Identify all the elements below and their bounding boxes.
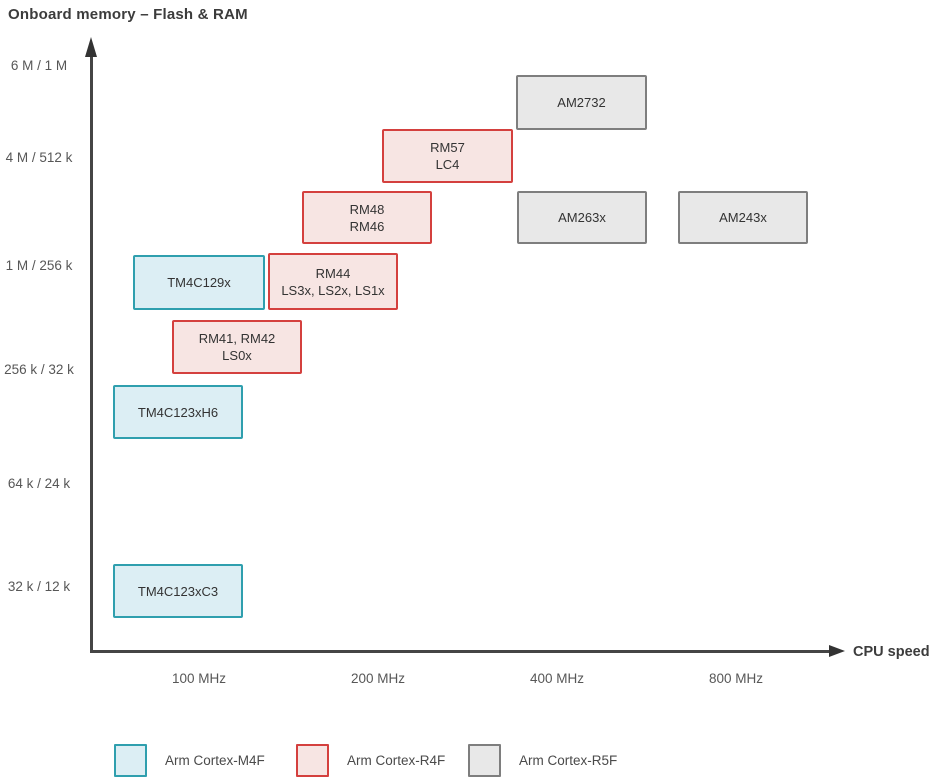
y-axis-line bbox=[90, 52, 93, 653]
legend-item: Arm Cortex-R4F bbox=[296, 744, 445, 777]
y-tick-label: 4 M / 512 k bbox=[5, 150, 73, 165]
device-box-label: LC4 bbox=[435, 157, 460, 172]
device-box-label: TM4C123xH6 bbox=[137, 404, 219, 420]
device-box: AM2732 bbox=[516, 75, 647, 130]
device-box-label: LS0x bbox=[222, 348, 252, 363]
y-tick-label: 1 M / 256 k bbox=[5, 258, 73, 273]
device-box: RM57 LC4 bbox=[382, 129, 513, 183]
device-box-label: TM4C123xC3 bbox=[137, 583, 219, 599]
x-tick-label: 100 MHz bbox=[171, 671, 227, 686]
device-box: AM243x bbox=[678, 191, 808, 244]
y-tick-label: 64 k / 24 k bbox=[7, 476, 71, 491]
device-box: RM41, RM42 LS0x bbox=[172, 320, 302, 374]
device-box: TM4C123xC3 bbox=[113, 564, 243, 618]
y-tick-label: 256 k / 32 k bbox=[4, 362, 74, 377]
device-box-label: RM46 bbox=[349, 218, 385, 234]
device-box-label: TM4C129x bbox=[167, 275, 231, 290]
x-axis-arrow-icon bbox=[829, 645, 845, 657]
legend-swatch bbox=[114, 744, 147, 777]
chart-title: Onboard memory – Flash & RAM bbox=[8, 6, 248, 23]
device-box-label: AM263x bbox=[558, 210, 606, 225]
legend-swatch bbox=[468, 744, 501, 777]
legend-item: Arm Cortex-R5F bbox=[468, 744, 617, 777]
device-box: AM263x bbox=[517, 191, 647, 244]
device-box: TM4C129x bbox=[133, 255, 265, 310]
x-tick-label: 200 MHz bbox=[350, 671, 406, 686]
y-tick-label: 6 M / 1 M bbox=[10, 58, 68, 73]
device-box-label: RM48 bbox=[349, 201, 385, 217]
x-axis-line bbox=[90, 650, 830, 653]
legend-label: Arm Cortex-R4F bbox=[347, 753, 446, 768]
x-tick-label: 800 MHz bbox=[708, 671, 764, 686]
x-tick-label: 400 MHz bbox=[529, 671, 585, 686]
legend-label: Arm Cortex-R5F bbox=[519, 753, 618, 768]
y-axis-arrow-icon bbox=[85, 37, 97, 57]
legend-swatch bbox=[296, 744, 329, 777]
device-box: TM4C123xH6 bbox=[113, 385, 243, 439]
x-axis-title: CPU speed bbox=[853, 644, 930, 660]
device-box-label: RM41, RM42 bbox=[198, 331, 276, 346]
legend-label: Arm Cortex-M4F bbox=[165, 753, 265, 768]
device-box-label: RM44 bbox=[315, 265, 351, 281]
device-box-label: RM57 bbox=[430, 140, 465, 155]
y-tick-label: 32 k / 12 k bbox=[7, 579, 71, 594]
device-box-label: AM2732 bbox=[557, 95, 606, 110]
device-box-label: LS3x, LS2x, LS1x bbox=[281, 282, 385, 298]
device-box-label: AM243x bbox=[719, 210, 767, 225]
legend-item: Arm Cortex-M4F bbox=[114, 744, 265, 777]
device-box: RM44 LS3x, LS2x, LS1x bbox=[268, 253, 398, 310]
device-box: RM48 RM46 bbox=[302, 191, 432, 244]
